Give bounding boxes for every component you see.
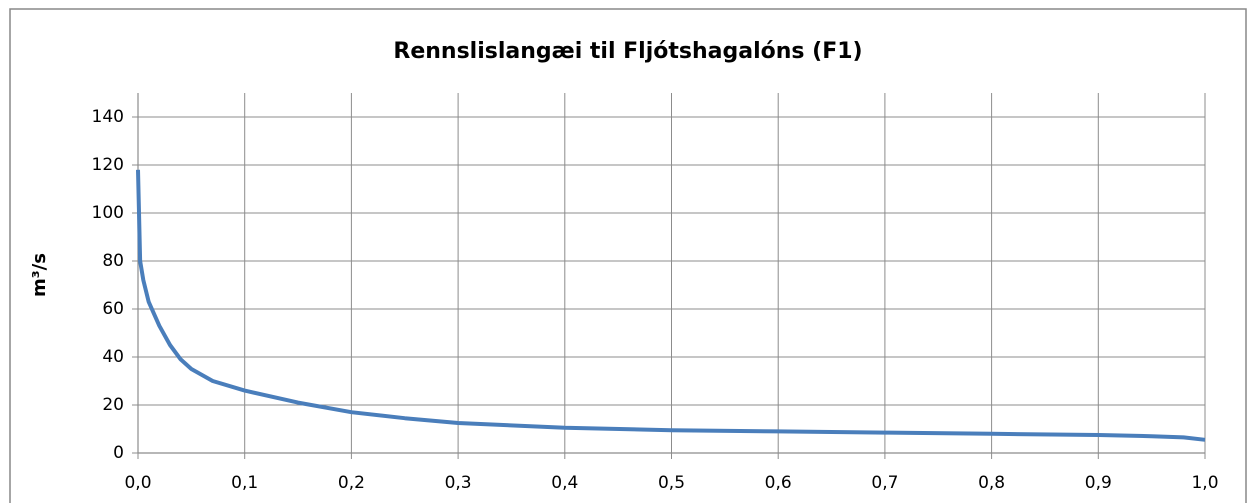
x-tick-label: 0,7 — [871, 473, 898, 493]
y-tick-label: 0 — [113, 443, 124, 463]
x-tick-label: 1,0 — [1191, 473, 1218, 493]
y-tick-label: 100 — [92, 203, 124, 223]
y-tick-label: 60 — [102, 299, 124, 319]
y-tick-label: 20 — [102, 395, 124, 415]
y-tick-label: 140 — [92, 107, 124, 127]
x-tick-label: 0,1 — [231, 473, 258, 493]
x-tick-label: 0,3 — [445, 473, 472, 493]
y-tick-label: 40 — [102, 347, 124, 367]
x-tick-label: 0,4 — [551, 473, 578, 493]
x-tick-label: 0,0 — [124, 473, 151, 493]
x-tick-label: 0,5 — [658, 473, 685, 493]
data-line — [136, 169, 1206, 442]
x-tick-label: 0,2 — [338, 473, 365, 493]
x-tick-label: 0,6 — [765, 473, 792, 493]
x-tick-label: 0,9 — [1085, 473, 1112, 493]
y-axis-label: m³/s — [29, 253, 50, 297]
x-tick-label: 0,8 — [978, 473, 1005, 493]
y-tick-label: 80 — [102, 251, 124, 271]
chart-title: Rennslislangæi til Fljótshagalóns (F1) — [393, 39, 862, 64]
y-tick-label: 120 — [92, 155, 124, 175]
chart-border — [9, 8, 1247, 503]
